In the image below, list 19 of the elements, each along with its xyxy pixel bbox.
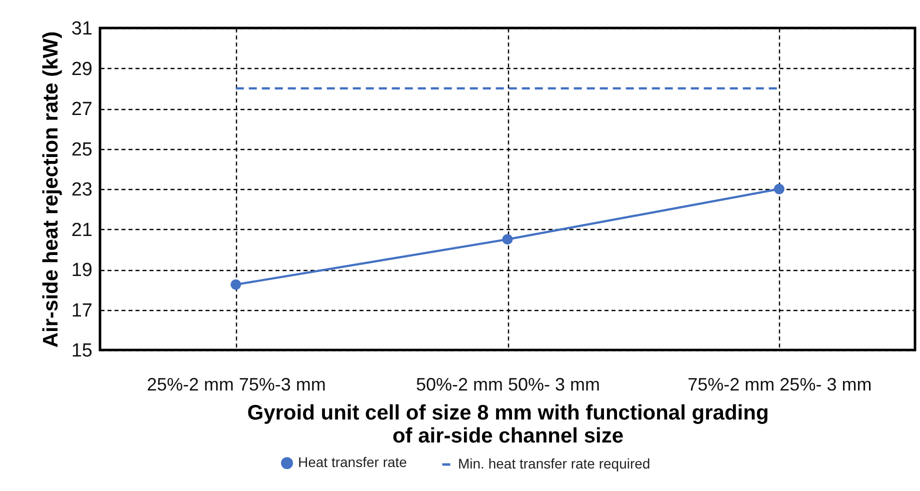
x-tick-label: 75%-2 mm 25%- 3 mm (688, 374, 872, 394)
y-tick-label: 31 (71, 18, 92, 40)
y-tick-label: 29 (71, 58, 92, 80)
y-tick-label: 19 (71, 260, 92, 281)
y-tick-label: 17 (71, 300, 92, 322)
x-tick-label: 25%-2 mm 75%-3 mm (146, 374, 326, 394)
legend-label: Min. heat transfer rate required (458, 456, 650, 472)
point (502, 234, 513, 245)
point (230, 279, 242, 290)
point (774, 184, 784, 194)
y-tick-label: 23 (71, 180, 92, 200)
y-axis-title: Air-side heat rejection rate (kW) (39, 31, 62, 348)
legend-label: Heat transfer rate (298, 454, 408, 470)
y-tick-label: 27 (71, 99, 92, 120)
x-tick-label: 50%-2 mm 50%- 3 mm (416, 374, 600, 394)
y-tick-label: 15 (71, 340, 92, 362)
y-tick-label: 25 (71, 139, 92, 160)
x-axis-title: Gyroid unit cell of size 8 mm with functional grading of air-side channel size (247, 402, 769, 448)
y-tick-label: 21 (71, 220, 92, 241)
